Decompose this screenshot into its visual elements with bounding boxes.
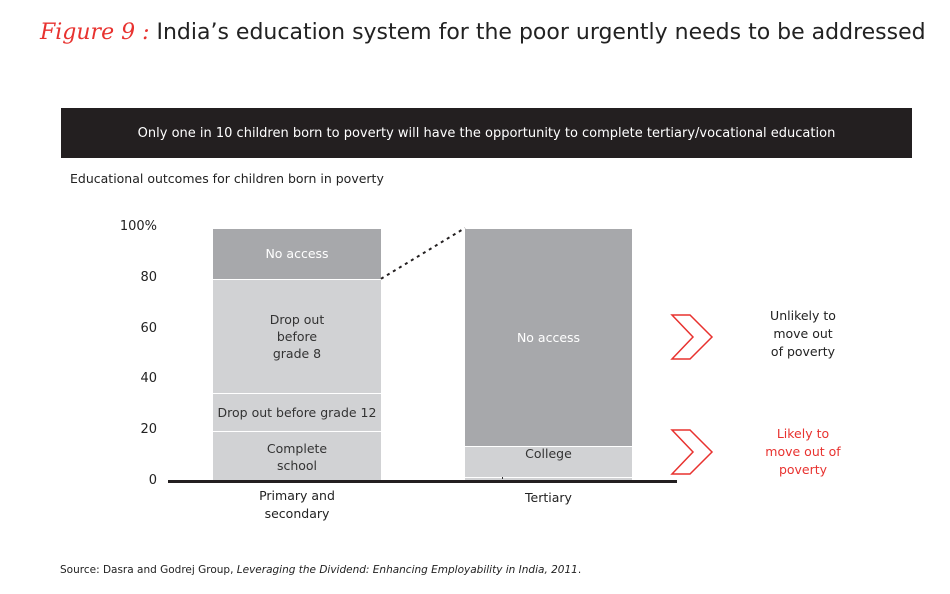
bar-segment: Drop out before grade 8 [213,278,381,394]
source-suffix: . [577,564,582,576]
dotted-connector [380,227,466,280]
banner: Only one in 10 children born to poverty … [61,108,912,158]
x-axis-label: Primary and secondary [259,488,335,521]
y-tick-label: 40 [140,371,157,387]
x-axis-label: Tertiary [525,490,572,505]
figure-label: Figure 9 : [40,20,150,45]
bar-segment: Drop out before grade 12 [213,393,381,432]
source-prefix: Source: Dasra and Godrej Group, [60,564,237,576]
y-tick-label: 20 [140,422,157,438]
bar-segment [465,476,632,482]
annotation-label: Unlikely to move out of poverty [770,308,836,359]
y-tick-label: 60 [140,320,157,336]
y-tick-label: 100% [119,219,157,234]
bar-segment: Complete school [213,431,381,482]
x-axis-line [168,480,677,483]
bar-segment: No access [213,228,381,279]
chevron-arrow-icon [670,314,714,360]
annotation-label: Likely to move out of poverty [765,426,841,477]
chart-title: Educational outcomes for children born i… [70,171,384,186]
chevron-arrow-icon [670,429,714,475]
page-title: Figure 9 : India’s education system for … [40,20,926,45]
source-note: Source: Dasra and Godrej Group, Leveragi… [60,564,581,576]
bar-segment: No access [465,228,632,447]
y-tick-label: 80 [140,269,157,285]
source-title: Leveraging the Dividend: Enhancing Emplo… [236,564,578,576]
bar-segment: College [465,446,632,477]
title-text: India’s education system for the poor ur… [156,20,926,45]
y-tick-label: 0 [148,473,157,488]
